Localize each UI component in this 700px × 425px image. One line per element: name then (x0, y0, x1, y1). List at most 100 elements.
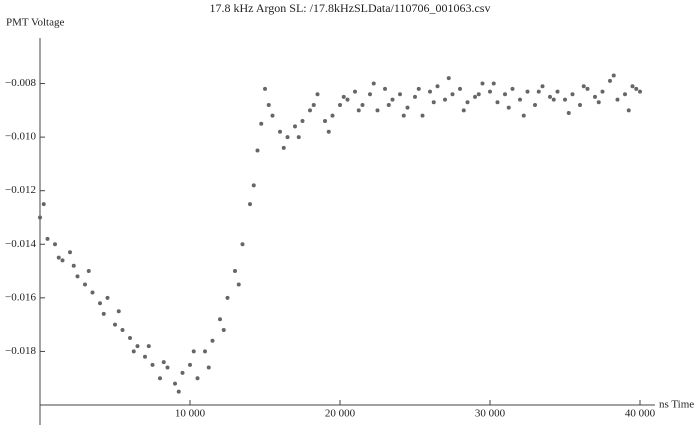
point (375, 108, 380, 113)
point (98, 301, 102, 306)
point (435, 84, 440, 89)
point (555, 89, 560, 94)
point (626, 108, 631, 113)
point (41, 202, 46, 207)
point (53, 242, 57, 247)
point (431, 100, 436, 105)
point (251, 183, 256, 188)
point (68, 250, 72, 255)
point (296, 135, 301, 140)
y-tick-label: −0.018 (5, 345, 36, 357)
point (420, 113, 425, 118)
point (203, 349, 207, 354)
point (548, 94, 552, 99)
point (240, 242, 245, 247)
point (255, 148, 260, 153)
point (461, 108, 466, 113)
point (491, 81, 496, 86)
point (570, 92, 575, 97)
point (83, 282, 87, 287)
point (506, 105, 511, 110)
point (300, 119, 305, 124)
point (386, 102, 391, 107)
point (323, 119, 327, 124)
point (56, 255, 61, 260)
point (405, 105, 410, 110)
point (210, 338, 215, 343)
point (161, 360, 166, 365)
point (458, 86, 462, 91)
point (326, 129, 331, 134)
point (551, 97, 556, 102)
x-axis-label: ns Time (659, 399, 694, 411)
point (638, 89, 642, 94)
point (176, 389, 181, 394)
point (521, 113, 526, 118)
point (398, 92, 402, 97)
point (428, 89, 432, 94)
point (413, 94, 417, 99)
point (150, 362, 155, 367)
point (480, 81, 485, 86)
point (450, 92, 455, 97)
point (356, 108, 361, 113)
point (233, 269, 237, 274)
point (593, 94, 597, 99)
y-tick-label: −0.016 (5, 291, 36, 303)
point (536, 89, 541, 94)
point (113, 322, 117, 327)
point (90, 290, 95, 295)
point (338, 102, 342, 107)
x-tick-label: 10 000 (175, 408, 206, 420)
point (383, 86, 387, 91)
chart-title: 17.8 kHz Argon SL: /17.8kHzSLData/110706… (210, 1, 491, 15)
point (315, 92, 320, 97)
point (368, 92, 372, 97)
point (45, 236, 50, 241)
y-tick-label: −0.012 (5, 184, 36, 196)
point (248, 202, 252, 207)
point (278, 129, 282, 134)
point (330, 113, 335, 118)
point (371, 81, 376, 86)
y-tick-label: −0.014 (5, 238, 36, 250)
point (596, 100, 601, 105)
point (75, 274, 80, 279)
point (600, 89, 605, 94)
point (311, 102, 316, 107)
point (634, 86, 639, 91)
point (131, 349, 136, 354)
point (263, 86, 267, 91)
point (308, 108, 312, 113)
point (165, 365, 170, 370)
y-axis-label: PMT Voltage (6, 17, 64, 29)
point (611, 73, 616, 78)
point (218, 317, 222, 322)
point (360, 102, 365, 107)
point (443, 97, 447, 102)
point (623, 92, 627, 97)
point (116, 309, 121, 314)
point (341, 94, 346, 99)
point (476, 92, 481, 97)
point (390, 97, 395, 102)
point (38, 215, 42, 220)
point (503, 92, 507, 97)
point (191, 349, 196, 354)
point (488, 89, 492, 94)
point (525, 89, 530, 94)
point (173, 381, 177, 386)
point (563, 97, 567, 102)
y-tick-label: −0.010 (5, 131, 36, 143)
point (416, 86, 421, 91)
point (353, 89, 357, 94)
point (221, 327, 226, 332)
point (285, 135, 290, 140)
point (195, 376, 200, 381)
x-tick-label: 30 000 (475, 408, 506, 420)
point (585, 86, 590, 91)
point (510, 86, 515, 91)
point (105, 295, 110, 300)
point (236, 282, 241, 287)
